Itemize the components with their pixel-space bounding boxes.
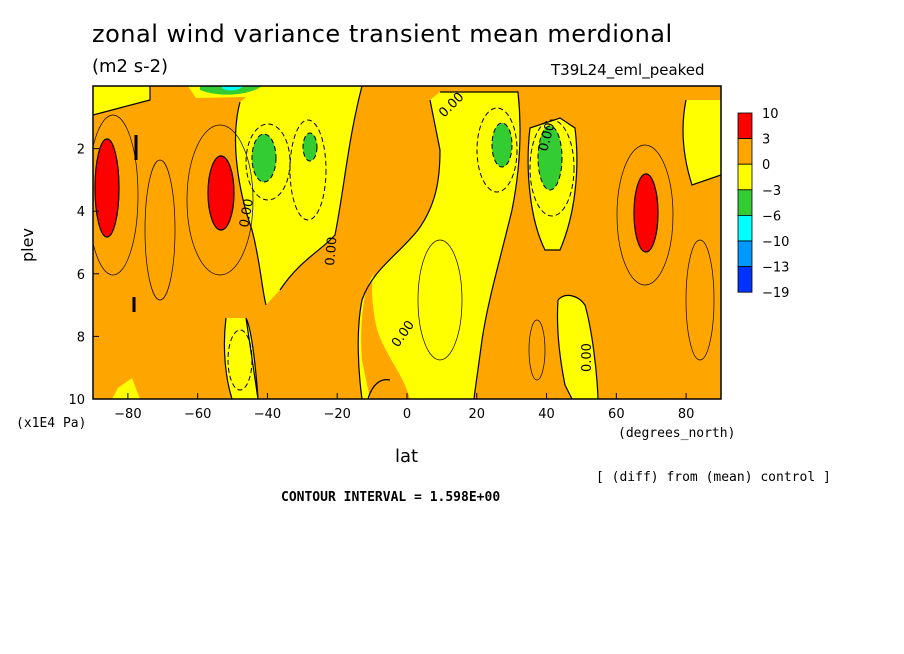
x-axis-unit: (degrees_north) xyxy=(618,426,736,441)
colorbar-label: −19 xyxy=(762,286,789,301)
colorbar-label: 3 xyxy=(762,133,770,148)
contour-label-1: 0.00 xyxy=(237,198,257,229)
x-axis-label: lat xyxy=(395,446,419,467)
x-tick-label: 0 xyxy=(403,407,411,422)
colorbar-swatch xyxy=(737,266,753,293)
green-region-40s xyxy=(252,134,276,182)
chart-units: (m2 s-2) xyxy=(92,56,169,77)
colorbar-swatch xyxy=(737,240,753,268)
red-region-84s xyxy=(95,139,119,237)
colorbar-swatch xyxy=(737,138,753,165)
red-region-67n xyxy=(634,174,658,252)
x-tick-label: −20 xyxy=(324,407,351,422)
x-tick-label: 20 xyxy=(469,407,486,422)
contour-label-2: 0.00 xyxy=(323,236,340,266)
yellow-region-nh-right xyxy=(683,100,721,185)
x-axis: −80 −60 −40 −20 0 20 40 60 80 xyxy=(114,393,694,422)
yellow-region-nh-lower xyxy=(557,295,598,399)
y-tick-label: 2 xyxy=(77,143,85,158)
y-tick-label: 4 xyxy=(77,205,85,220)
colorbar-swatch xyxy=(737,214,753,242)
colorbar-label: −6 xyxy=(762,209,781,224)
y-tick-label: 8 xyxy=(77,330,85,345)
colorbar-label: 0 xyxy=(762,158,770,173)
x-tick-label: 40 xyxy=(538,407,555,422)
yellow-region-sh-left xyxy=(93,86,150,115)
thin-contours xyxy=(93,114,715,381)
x-tick-label: −60 xyxy=(184,407,211,422)
y-axis: 2 4 6 8 10 xyxy=(68,143,99,408)
plot-area: 0.00 0.00 0.00 0.00 0.00 0.00 xyxy=(93,86,721,399)
colorbar-label: 10 xyxy=(762,107,779,122)
x-tick-label: 60 xyxy=(608,407,625,422)
x-tick-label: −40 xyxy=(254,407,281,422)
green-region-27s xyxy=(303,133,317,161)
colorbar-swatch xyxy=(737,163,753,191)
green-region-27n xyxy=(492,123,512,167)
colorbar-swatch xyxy=(737,112,753,140)
chart-title: zonal wind variance transient mean merdi… xyxy=(92,20,673,48)
green-region-40n xyxy=(538,126,562,190)
cyan-region-top xyxy=(222,86,244,91)
run-label: T39L24_eml_peaked xyxy=(551,61,705,79)
colorbar-label: −10 xyxy=(762,235,789,250)
yellow-region-bottom-sh xyxy=(112,378,140,399)
marker-bars xyxy=(132,135,138,312)
red-region-52s xyxy=(208,156,234,230)
contour-label-6: 0.00 xyxy=(580,343,595,372)
colorbar-label: −3 xyxy=(762,184,781,199)
colorbar: 10 3 0 −3 −6 −10 −13 −19 xyxy=(737,107,789,301)
x-tick-label: −80 xyxy=(114,407,141,422)
y-axis-label: plev xyxy=(18,228,37,262)
y-axis-unit: (x1E4 Pa) xyxy=(16,416,87,431)
y-tick-label: 10 xyxy=(68,393,85,408)
colorbar-swatch xyxy=(737,189,753,216)
contour-interval: CONTOUR INTERVAL = 1.598E+00 xyxy=(281,490,501,505)
diff-note: [ (diff) from (mean) control ] xyxy=(596,470,831,485)
x-tick-label: 80 xyxy=(678,407,695,422)
y-tick-label: 6 xyxy=(77,268,85,283)
dashed-contours xyxy=(227,107,575,391)
colorbar-label: −13 xyxy=(762,261,789,276)
solid-contours xyxy=(93,86,721,399)
contour-label-5: 0.00 xyxy=(536,121,558,153)
